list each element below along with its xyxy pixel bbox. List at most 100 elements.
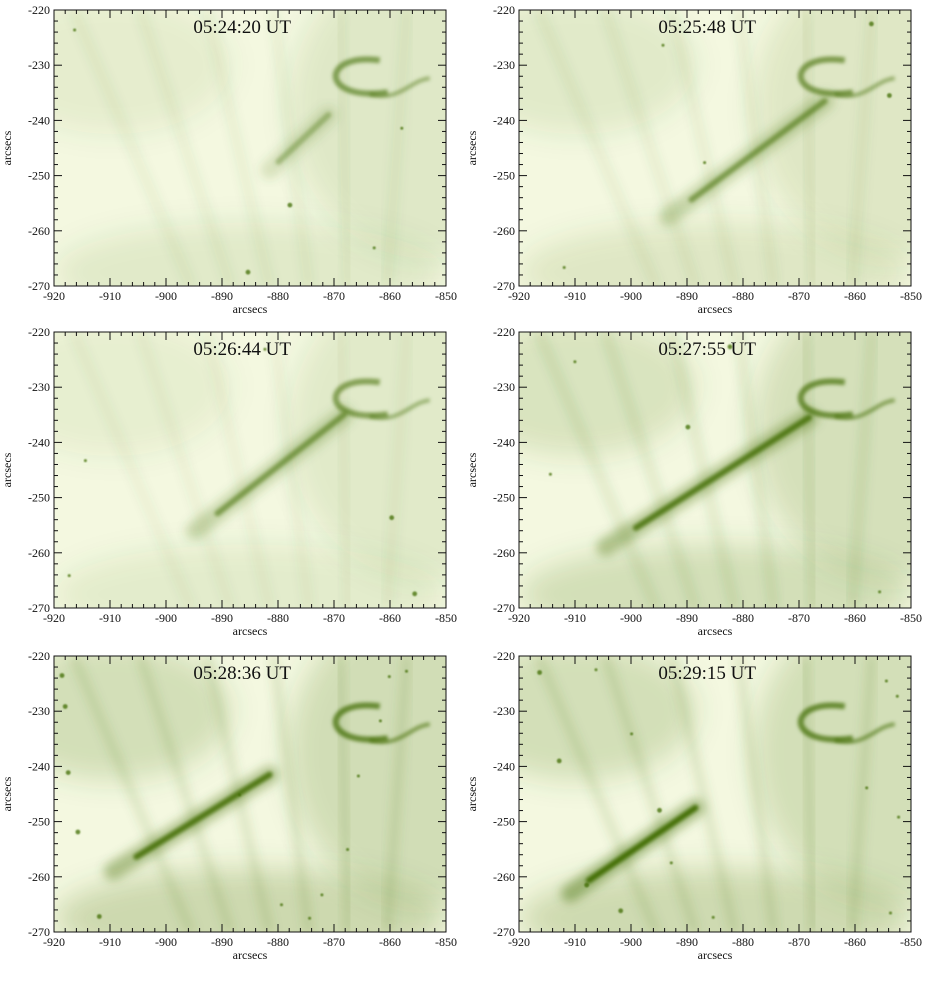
y-axis-label: arcsecs: [465, 776, 479, 811]
timestamp-label: 05:24:20 UT: [193, 17, 291, 38]
coronal-ray: [335, 332, 353, 608]
bright-point: [889, 911, 892, 915]
bright-point: [62, 704, 68, 709]
bright-point: [412, 591, 418, 597]
bright-point: [65, 770, 71, 775]
x-tick-label: -860: [844, 289, 866, 303]
y-tick-label: -260: [28, 870, 50, 884]
bright-point: [387, 675, 391, 679]
bright-point: [703, 161, 707, 165]
x-axis-label: arcsecs: [698, 624, 733, 638]
coronal-loop: [834, 722, 896, 744]
x-tick-label: -850: [900, 611, 922, 625]
x-tick-label: -900: [155, 611, 177, 625]
x-axis-label: arcsecs: [233, 948, 268, 962]
y-tick-label: -230: [28, 704, 50, 718]
y-tick-label: -230: [28, 380, 50, 394]
x-tick-label: -850: [900, 935, 922, 949]
x-tick-label: -900: [155, 289, 177, 303]
x-tick-label: -910: [99, 289, 121, 303]
x-tick-label: -850: [435, 289, 457, 303]
coronal-ray: [847, 332, 877, 608]
y-tick-label: -260: [493, 870, 515, 884]
x-tick-label: -870: [323, 611, 345, 625]
y-tick-label: -220: [493, 3, 515, 17]
bright-point: [67, 574, 71, 578]
timestamp-label: 05:26:44 UT: [193, 339, 291, 360]
bright-point: [356, 774, 360, 778]
x-tick-label: -920: [43, 935, 65, 949]
coronal-ray: [268, 656, 314, 932]
y-tick-label: -220: [493, 649, 515, 663]
y-axis-label: arcsecs: [0, 776, 14, 811]
coronal-ray: [534, 332, 661, 608]
bright-point: [618, 908, 624, 914]
bright-point: [865, 786, 869, 790]
solar-image: [54, 656, 446, 932]
x-tick-label: -880: [267, 611, 289, 625]
x-tick-label: -910: [564, 935, 586, 949]
image-panel: -920 -910 -900 -890 -880 -870 -860 -850 -220 -230…: [0, 649, 457, 962]
x-tick-label: -850: [435, 611, 457, 625]
bright-point: [573, 360, 577, 364]
x-tick-label: -890: [676, 611, 698, 625]
x-tick-label: -870: [788, 611, 810, 625]
bright-point: [869, 21, 874, 27]
coronal-loop: [369, 76, 431, 98]
coronal-ray: [600, 656, 701, 932]
bright-point: [280, 903, 283, 907]
solar-image: [519, 656, 911, 932]
timestamp-label: 05:27:55 UT: [658, 339, 756, 360]
coronal-ray: [667, 656, 740, 932]
x-tick-label: -890: [211, 935, 233, 949]
coronal-ray: [382, 332, 412, 608]
coronal-loop: [797, 702, 854, 743]
x-tick-label: -910: [99, 611, 121, 625]
coronal-ray: [733, 656, 779, 932]
timestamp-label: 05:29:15 UT: [658, 663, 756, 684]
diffuse-emission: [54, 10, 231, 135]
bright-point: [378, 719, 382, 723]
y-tick-label: -230: [28, 58, 50, 72]
x-tick-label: -850: [900, 289, 922, 303]
y-tick-label: -240: [28, 113, 50, 127]
bright-point: [727, 344, 733, 350]
coronal-ray: [667, 10, 740, 286]
y-tick-label: -230: [493, 380, 515, 394]
coronal-ray: [600, 10, 701, 286]
diffuse-emission: [519, 332, 696, 457]
bright-point: [389, 515, 395, 521]
y-tick-label: -270: [493, 279, 515, 293]
x-tick-label: -920: [508, 935, 530, 949]
coronal-loop: [797, 378, 854, 419]
bright-point: [685, 424, 691, 430]
x-tick-label: -910: [564, 611, 586, 625]
bright-point: [711, 915, 715, 919]
x-tick-label: -920: [508, 289, 530, 303]
x-axis-label: arcsecs: [698, 948, 733, 962]
x-tick-label: -920: [43, 289, 65, 303]
coronal-ray: [335, 10, 353, 286]
y-tick-label: -270: [493, 601, 515, 615]
y-tick-label: -230: [493, 58, 515, 72]
coronal-ray: [335, 656, 353, 932]
x-tick-label: -860: [379, 289, 401, 303]
x-tick-label: -880: [732, 611, 754, 625]
coronal-ray: [135, 10, 236, 286]
y-tick-label: -220: [28, 649, 50, 663]
coronal-ray: [135, 656, 236, 932]
coronal-ray: [534, 10, 661, 286]
timestamp-label: 05:28:36 UT: [193, 663, 291, 684]
y-axis-label: arcsecs: [0, 130, 14, 165]
x-tick-label: -880: [267, 935, 289, 949]
axes-frame: [518, 331, 912, 609]
bright-point: [661, 43, 665, 47]
y-tick-label: -230: [493, 704, 515, 718]
bright-point: [83, 459, 87, 463]
bright-point: [287, 202, 293, 208]
diffuse-emission: [519, 10, 696, 135]
bright-point: [308, 916, 312, 920]
x-tick-label: -890: [211, 611, 233, 625]
solar-image: [54, 332, 446, 608]
